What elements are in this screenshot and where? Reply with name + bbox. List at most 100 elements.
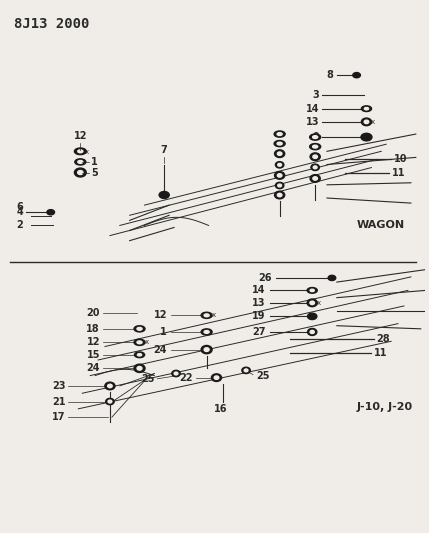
Ellipse shape — [361, 106, 372, 111]
Ellipse shape — [313, 177, 317, 180]
Text: 17: 17 — [52, 412, 66, 422]
Ellipse shape — [47, 209, 54, 215]
Ellipse shape — [211, 374, 221, 382]
Text: 24: 24 — [87, 364, 100, 373]
Ellipse shape — [78, 160, 83, 163]
Ellipse shape — [275, 150, 285, 157]
Text: x: x — [371, 119, 375, 125]
Text: 22: 22 — [179, 373, 193, 383]
Ellipse shape — [310, 143, 320, 150]
Text: 15: 15 — [87, 350, 100, 360]
Text: J-10, J-20: J-10, J-20 — [357, 402, 413, 411]
Ellipse shape — [328, 276, 336, 280]
Text: 5: 5 — [91, 167, 98, 177]
Text: 28: 28 — [376, 334, 390, 344]
Ellipse shape — [278, 174, 282, 177]
Text: 16: 16 — [214, 403, 227, 414]
Text: 1: 1 — [91, 157, 98, 167]
Ellipse shape — [214, 376, 219, 379]
Ellipse shape — [137, 367, 142, 370]
Ellipse shape — [310, 289, 314, 292]
Ellipse shape — [278, 152, 282, 156]
Text: 8: 8 — [326, 70, 333, 80]
Ellipse shape — [278, 164, 281, 166]
Ellipse shape — [204, 330, 209, 333]
Ellipse shape — [361, 133, 372, 141]
Ellipse shape — [105, 382, 115, 390]
Text: 12: 12 — [87, 337, 100, 348]
Ellipse shape — [134, 352, 145, 358]
Text: 12: 12 — [154, 310, 167, 320]
Text: 9: 9 — [312, 132, 319, 142]
Ellipse shape — [74, 148, 86, 155]
Text: 19: 19 — [252, 311, 266, 321]
Ellipse shape — [307, 287, 317, 293]
Ellipse shape — [137, 341, 142, 344]
Text: 27: 27 — [252, 327, 266, 337]
Ellipse shape — [78, 171, 83, 174]
Ellipse shape — [313, 155, 317, 158]
Text: 10: 10 — [394, 155, 408, 165]
Text: x: x — [145, 340, 149, 345]
Ellipse shape — [277, 142, 282, 145]
Ellipse shape — [201, 312, 212, 318]
Text: 26: 26 — [258, 273, 272, 283]
Ellipse shape — [313, 136, 318, 139]
Ellipse shape — [364, 108, 369, 110]
Text: 25: 25 — [256, 370, 269, 381]
Ellipse shape — [137, 327, 142, 330]
Ellipse shape — [310, 134, 320, 140]
Ellipse shape — [353, 72, 360, 78]
Text: 11: 11 — [375, 348, 388, 358]
Ellipse shape — [137, 353, 142, 356]
Ellipse shape — [204, 348, 209, 351]
Ellipse shape — [311, 164, 320, 171]
Text: 2: 2 — [16, 221, 23, 230]
Ellipse shape — [204, 314, 209, 317]
Ellipse shape — [313, 166, 317, 169]
Ellipse shape — [310, 330, 314, 334]
Ellipse shape — [310, 175, 320, 182]
Ellipse shape — [277, 133, 282, 135]
Ellipse shape — [361, 118, 372, 126]
Text: 3: 3 — [312, 91, 319, 101]
Text: 13: 13 — [305, 117, 319, 127]
Text: 1: 1 — [160, 327, 167, 337]
Text: 18: 18 — [86, 324, 100, 334]
Ellipse shape — [313, 145, 318, 148]
Ellipse shape — [274, 141, 285, 147]
Ellipse shape — [108, 384, 112, 387]
Text: x: x — [317, 300, 320, 306]
Text: x: x — [85, 149, 89, 156]
Ellipse shape — [78, 150, 83, 153]
Text: 25: 25 — [141, 374, 154, 384]
Ellipse shape — [308, 328, 317, 335]
Ellipse shape — [244, 369, 248, 372]
Ellipse shape — [275, 161, 284, 168]
Text: 12: 12 — [74, 131, 87, 141]
Ellipse shape — [174, 372, 178, 375]
Text: 21: 21 — [52, 397, 66, 407]
Ellipse shape — [275, 172, 285, 179]
Ellipse shape — [201, 329, 212, 335]
Text: 14: 14 — [305, 104, 319, 114]
Text: 23: 23 — [52, 381, 66, 391]
Text: 7: 7 — [161, 145, 168, 155]
Ellipse shape — [108, 400, 112, 403]
Ellipse shape — [275, 191, 285, 199]
Text: 24: 24 — [154, 345, 167, 354]
Ellipse shape — [172, 370, 180, 377]
Ellipse shape — [134, 364, 145, 373]
Ellipse shape — [310, 301, 314, 304]
Ellipse shape — [310, 153, 320, 160]
Text: 20: 20 — [87, 308, 100, 318]
Text: WAGON: WAGON — [357, 221, 405, 230]
Text: 6: 6 — [16, 202, 23, 212]
Text: 4: 4 — [16, 207, 23, 217]
Ellipse shape — [242, 367, 251, 374]
Ellipse shape — [275, 182, 284, 189]
Ellipse shape — [134, 339, 145, 345]
Ellipse shape — [75, 159, 86, 165]
Ellipse shape — [159, 191, 169, 198]
Ellipse shape — [201, 345, 212, 354]
